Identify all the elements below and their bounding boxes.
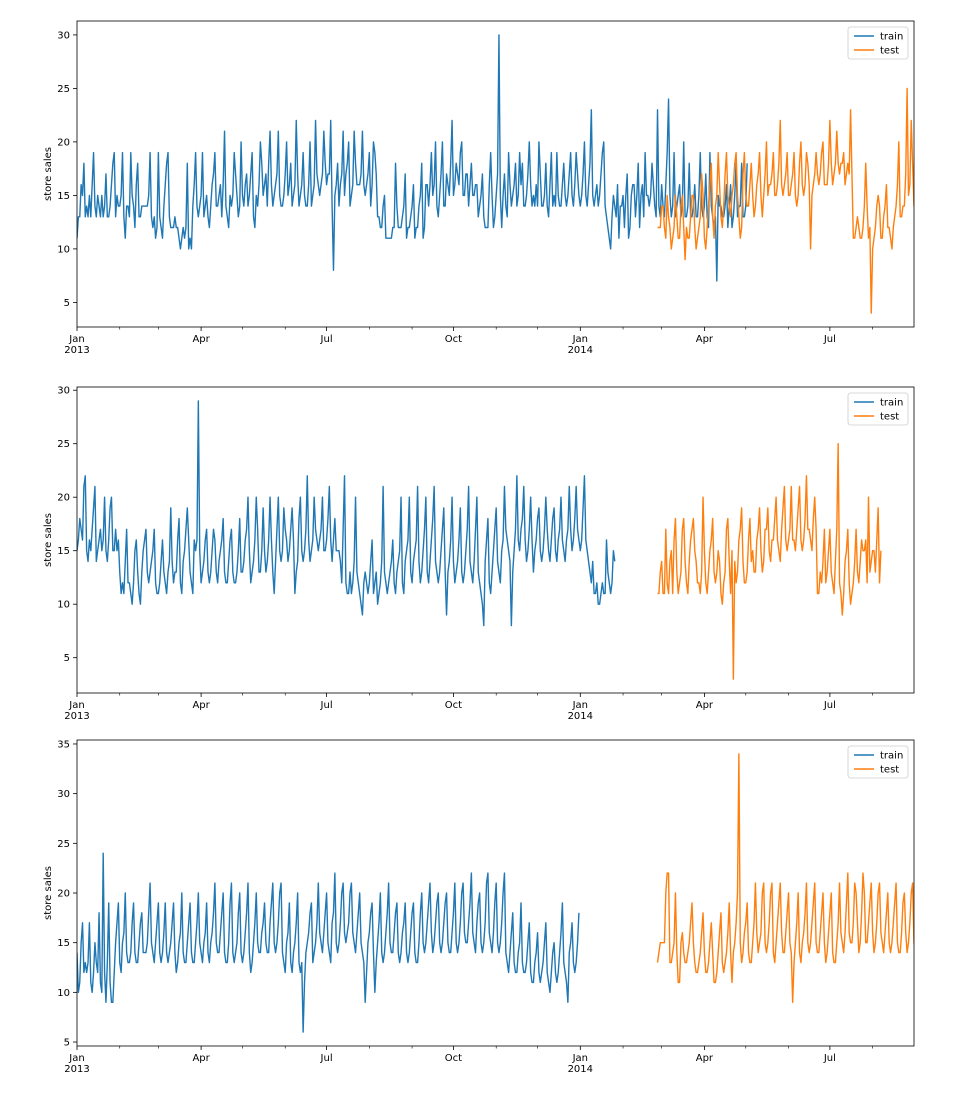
- legend-box: [847, 392, 909, 426]
- x-tick-year-label: 2013: [64, 711, 89, 722]
- y-tick-label: 30: [57, 789, 70, 800]
- plot-frame: [76, 739, 915, 1047]
- legend-label-train: train: [880, 32, 903, 43]
- y-tick-label: 20: [57, 493, 70, 504]
- y-tick-label: 15: [57, 191, 70, 202]
- x-tick-label: Jul: [823, 700, 836, 711]
- x-tick-label: Apr: [192, 1053, 210, 1064]
- x-tick-label: Oct: [445, 700, 462, 711]
- x-tick-label: Jul: [320, 334, 333, 345]
- y-tick-label: 25: [57, 439, 70, 450]
- legend-label-test: test: [880, 765, 899, 776]
- x-tick-label: Apr: [696, 1053, 714, 1064]
- series-line-test: [657, 87, 914, 314]
- x-tick-label: Jan: [572, 334, 588, 345]
- x-tick-label: Apr: [696, 334, 714, 345]
- x-tick-label: Apr: [696, 700, 714, 711]
- y-tick-label: 5: [64, 653, 70, 664]
- x-tick-year-label: 2013: [64, 345, 89, 356]
- x-tick-label: Oct: [445, 334, 462, 345]
- x-tick-label: Jan: [68, 334, 84, 345]
- x-tick-label: Jan: [572, 700, 588, 711]
- x-tick-label: Jul: [320, 700, 333, 711]
- legend: train test: [847, 392, 909, 426]
- y-axis-label: store sales: [43, 147, 54, 201]
- x-tick-label: Jan: [68, 700, 84, 711]
- series-line-train: [77, 34, 748, 282]
- y-tick-label: 10: [57, 600, 70, 611]
- y-tick-label: 25: [57, 84, 70, 95]
- y-tick-label: 25: [57, 839, 70, 850]
- x-tick-year-label: 2014: [568, 1064, 593, 1075]
- y-tick-label: 10: [57, 244, 70, 255]
- x-tick-label: Jul: [823, 334, 836, 345]
- plot-frame: [76, 386, 915, 694]
- x-tick-year-label: 2014: [568, 345, 593, 356]
- y-tick-label: 30: [57, 386, 70, 397]
- y-tick-label: 5: [64, 1038, 70, 1049]
- series-line-test: [657, 443, 882, 680]
- legend: train test: [847, 26, 909, 60]
- x-tick-label: Jul: [320, 1053, 333, 1064]
- y-tick-label: 20: [57, 137, 70, 148]
- legend-label-test: test: [880, 46, 899, 57]
- x-tick-label: Apr: [192, 700, 210, 711]
- y-tick-label: 30: [57, 30, 70, 41]
- y-tick-label: 20: [57, 889, 70, 900]
- y-tick-label: 35: [57, 739, 70, 750]
- plot-frame: [76, 20, 915, 328]
- y-axis-label: store sales: [43, 513, 54, 567]
- x-tick-label: Oct: [445, 1053, 462, 1064]
- legend-label-test: test: [880, 412, 899, 423]
- y-tick-label: 5: [64, 298, 70, 309]
- legend-box: [847, 745, 909, 779]
- x-tick-label: Apr: [192, 334, 210, 345]
- legend: train test: [847, 745, 909, 779]
- legend-label-train: train: [880, 398, 903, 409]
- series-line-train: [77, 852, 580, 1033]
- x-tick-year-label: 2014: [568, 711, 593, 722]
- y-tick-label: 15: [57, 938, 70, 949]
- legend-box: [847, 26, 909, 60]
- series-line-train: [77, 400, 616, 627]
- x-tick-label: Jul: [823, 1053, 836, 1064]
- y-tick-label: 15: [57, 546, 70, 557]
- x-tick-year-label: 2013: [64, 1064, 89, 1075]
- y-axis-label: store sales: [43, 866, 54, 920]
- y-tick-label: 10: [57, 988, 70, 999]
- series-line-test: [656, 753, 914, 1003]
- legend-label-train: train: [880, 751, 903, 762]
- x-tick-label: Jan: [572, 1053, 588, 1064]
- x-tick-label: Jan: [68, 1053, 84, 1064]
